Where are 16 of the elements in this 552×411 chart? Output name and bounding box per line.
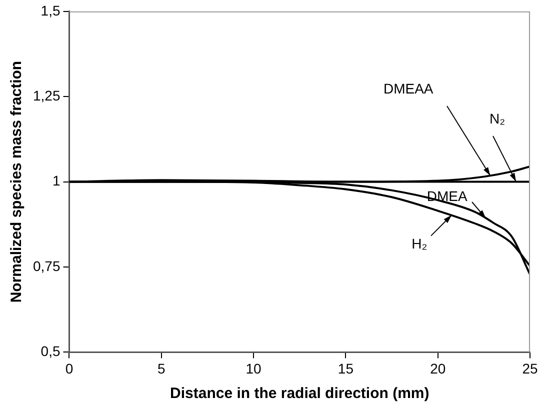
x-tick-label: 15: [338, 360, 354, 376]
y-tick-label: 0,75: [33, 258, 60, 274]
y-tick-label: 1,25: [33, 87, 60, 104]
x-tick-label: 5: [158, 360, 166, 376]
y-tick-label: 0,5: [40, 343, 60, 360]
y-tick-label: 1,5: [40, 2, 60, 18]
series-label: H₂: [412, 236, 428, 252]
text: DMEAA: [383, 80, 434, 96]
text: N₂: [490, 110, 506, 127]
y-tick-label: 1: [52, 172, 60, 189]
x-tick-label: 0: [65, 360, 74, 376]
x-tick-label: 10: [246, 360, 262, 376]
x-tick-label: 25: [522, 360, 538, 376]
x-tick-label: 20: [430, 360, 446, 376]
x-axis-title: Distance in the radial direction (mm): [170, 385, 430, 402]
y-axis-title: Normalized species mass fraction: [8, 60, 26, 303]
